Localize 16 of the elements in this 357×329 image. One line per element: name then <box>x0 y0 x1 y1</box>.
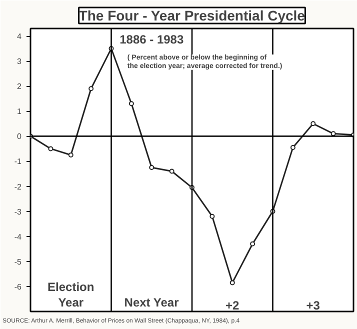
y-tick-label: 3 <box>17 57 22 66</box>
annotation: +2 <box>226 298 240 312</box>
chart-subtitle: 1886 - 1983 <box>120 32 184 46</box>
y-tick-label: -3 <box>14 207 22 216</box>
y-tick-label: -4 <box>14 232 22 242</box>
y-tick-label: 0 <box>17 132 22 142</box>
annotation: Next Year <box>124 296 180 310</box>
y-tick-label: -2 <box>14 182 22 192</box>
annotation: Election Year <box>48 280 94 310</box>
y-tick-label: 4 <box>17 32 22 42</box>
y-tick-label: 2 <box>17 82 22 92</box>
y-tick-label: -5 <box>14 257 22 266</box>
y-tick-label: -6 <box>14 282 22 292</box>
y-tick-label: -1 <box>14 157 22 166</box>
y-tick-label: 1 <box>17 107 22 116</box>
annotation: +3 <box>306 298 320 312</box>
